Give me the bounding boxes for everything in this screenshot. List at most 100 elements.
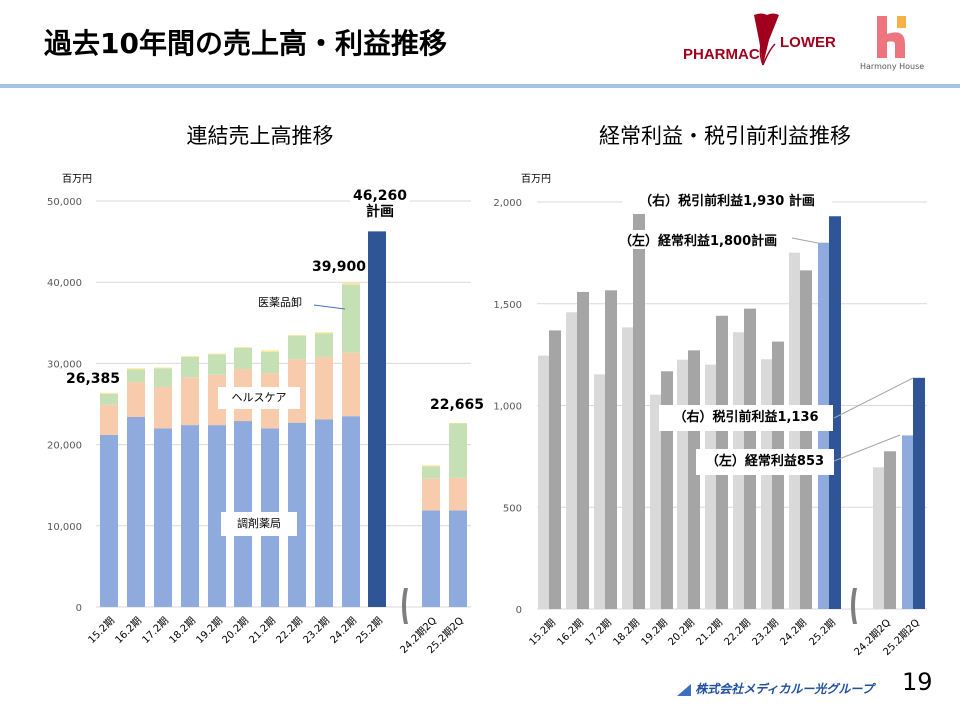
- bar-pretax-profit: [688, 350, 700, 609]
- bar-segment-dispensing: [288, 422, 306, 607]
- bar-segment-healthcare: [342, 352, 360, 417]
- dispensing-label: 調剤薬局: [221, 512, 297, 536]
- bar-pretax-profit: [577, 291, 589, 609]
- page-title: 過去10年間の売上高・利益推移: [44, 27, 447, 60]
- ordinary-half-label: （左）経常利益853: [696, 449, 834, 475]
- bar-pretax-profit: [633, 214, 645, 609]
- leader-line: [791, 237, 819, 244]
- bar-segment-other: [154, 367, 172, 369]
- bar-segment-healthcare: [422, 478, 440, 511]
- bar-segment-dispensing: [422, 510, 440, 607]
- axis-break-icon: [402, 588, 408, 624]
- bar-segment-dispensing: [100, 434, 118, 607]
- bar-segment-wholesale: [315, 333, 333, 357]
- wholesale-label: 医薬品卸: [258, 296, 302, 309]
- bar-segment-healthcare: [181, 377, 199, 426]
- profit-chart: 0 500 1,000 1,500 2,000 15.2期16.2期17.2期18.2期1…: [493, 198, 927, 658]
- plan-total-caption: 計画: [366, 204, 394, 220]
- bar-segment-other: [181, 356, 199, 357]
- bar-pretax-profit: [913, 377, 925, 609]
- bar-segment-wholesale: [100, 393, 118, 405]
- bar-ordinary-profit: [622, 327, 633, 609]
- bar-pretax-profit: [884, 451, 896, 609]
- x-tick-label: 16.2期: [113, 615, 144, 646]
- x-tick-label: 25.2期: [354, 615, 385, 646]
- x-tick-label: 20.2期: [220, 615, 251, 646]
- header-divider: [0, 84, 960, 88]
- bar-segment-other: [127, 368, 145, 370]
- healthcare-label: ヘルスケア: [218, 387, 300, 409]
- pharmacy-logo-right: LOWER: [780, 34, 836, 51]
- bar-ordinary-profit: [650, 394, 661, 609]
- bar-segment-healthcare: [100, 404, 118, 435]
- bar-segment-dispensing: [315, 419, 333, 607]
- ordinary-plan-label: （左）経常利益1,800計画: [619, 230, 778, 249]
- bar-segment-wholesale: [127, 369, 145, 383]
- profit-chart-title: 経常利益・税引前利益推移: [599, 124, 851, 148]
- y-tick-label: 20,000: [47, 441, 82, 452]
- x-tick-label: 19.2期: [639, 617, 670, 648]
- bar-pretax-profit: [549, 330, 561, 609]
- bar-segment-other: [315, 332, 333, 334]
- bar-ordinary-profit: [902, 435, 913, 609]
- x-tick-label: 15.2期: [527, 617, 558, 648]
- company-logo: 株式会社メディカルー光グループ: [677, 680, 874, 697]
- bar-segment-wholesale: [261, 352, 279, 374]
- bar-segment-wholesale: [181, 356, 199, 378]
- bar-segment-dispensing: [208, 425, 226, 607]
- x-tick-label: 24.2期: [778, 617, 809, 648]
- half-total-label: 22,665: [430, 397, 485, 413]
- x-tick-label: 20.2期: [666, 617, 697, 648]
- y-tick-label: 10,000: [47, 522, 82, 533]
- last-total-label: 39,900: [312, 259, 367, 275]
- harmony-house-logo: Harmony House: [860, 14, 940, 74]
- harmony-h-icon: [877, 16, 906, 58]
- x-tick-label: 18.2期: [167, 615, 198, 646]
- sales-unit-label: 百万円: [62, 174, 92, 185]
- bar-ordinary-profit: [538, 355, 549, 609]
- wholesale-leader-line: [313, 304, 346, 310]
- plan-total-value: 46,260: [352, 188, 408, 204]
- bar-ordinary-profit: [677, 359, 688, 609]
- bar-segment-wholesale: [342, 284, 360, 353]
- company-name: 株式会社メディカルー光グループ: [695, 682, 874, 696]
- bar-pretax-profit: [829, 216, 841, 609]
- bar-segment-dispensing: [342, 416, 360, 607]
- y-tick-label: 2,000: [493, 198, 522, 209]
- x-tick-label: 24.2期: [328, 615, 359, 646]
- bar-segment-other: [100, 392, 118, 394]
- y-tick-label: 500: [503, 503, 522, 514]
- bar-segment-other: [234, 347, 252, 348]
- bar-pretax-profit: [772, 341, 784, 609]
- page-number: 19: [902, 668, 933, 696]
- leader-line: [833, 377, 914, 419]
- bar-segment-healthcare: [315, 356, 333, 420]
- bar-ordinary-profit: [594, 374, 605, 609]
- y-tick-label: 1,500: [493, 300, 522, 311]
- y-tick-label: 0: [516, 605, 522, 616]
- y-tick-label: 30,000: [47, 359, 82, 370]
- leader-line: [833, 434, 901, 462]
- flower-logo-icon: [754, 13, 779, 66]
- x-tick-label: 16.2期: [555, 617, 586, 648]
- y-tick-label: 40,000: [47, 278, 82, 289]
- pretax-half-label: （右）税引前利益1,136: [659, 405, 833, 431]
- company-mark-icon: [677, 683, 691, 696]
- bar-pretax-profit: [605, 290, 617, 609]
- profit-unit-label: 百万円: [521, 174, 551, 185]
- bar-plan: [368, 231, 386, 607]
- bar-segment-dispensing: [154, 428, 172, 607]
- first-total-label: 26,385: [66, 371, 121, 387]
- bar-segment-other: [422, 465, 440, 467]
- x-tick-label: 19.2期: [194, 615, 225, 646]
- bar-segment-wholesale: [208, 354, 226, 375]
- bar-segment-other: [342, 283, 360, 285]
- pretax-plan-label: （右）税引前利益1,930 計画: [622, 190, 832, 209]
- bar-segment-healthcare: [154, 386, 172, 429]
- bar-segment-wholesale: [288, 335, 306, 360]
- bar-ordinary-profit: [566, 312, 577, 609]
- axis-break-icon: [851, 588, 857, 624]
- pharmacy-flower-logo: PHARMAC LOWER: [683, 10, 836, 70]
- bar-segment-healthcare: [449, 477, 467, 511]
- bar-segment-healthcare: [127, 382, 145, 417]
